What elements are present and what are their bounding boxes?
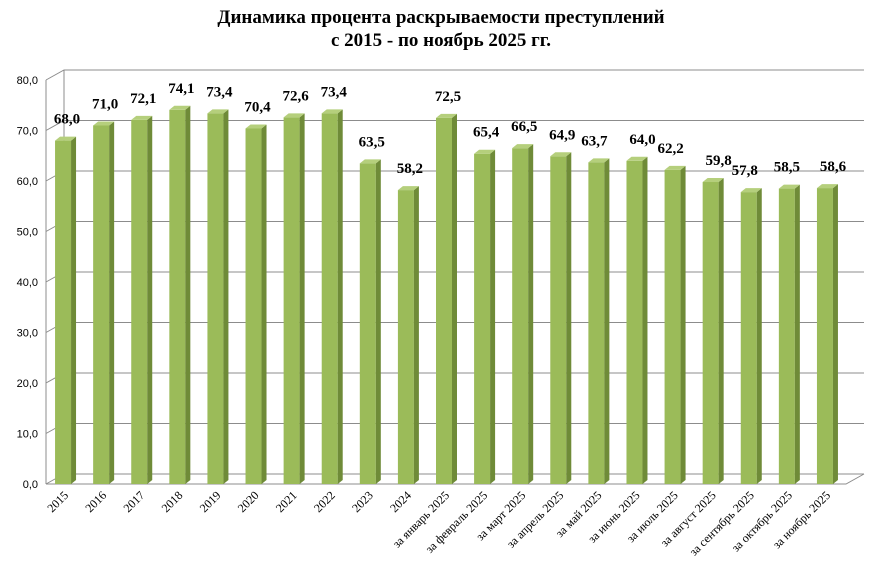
data-label: 72,6 xyxy=(282,88,309,104)
data-label: 57,8 xyxy=(732,163,758,179)
y-tick-label: 30,0 xyxy=(17,328,38,340)
bar xyxy=(55,136,77,484)
data-label: 73,4 xyxy=(321,84,348,100)
bar xyxy=(778,184,800,484)
data-label: 66,5 xyxy=(511,119,537,135)
bars xyxy=(55,105,838,485)
data-label: 62,2 xyxy=(657,141,683,157)
y-tick-label: 20,0 xyxy=(17,378,38,390)
chart-title-line-1: Динамика процента раскрываемости преступ… xyxy=(217,7,665,28)
data-label: 68,0 xyxy=(54,112,80,128)
bar xyxy=(588,158,610,484)
bar xyxy=(550,152,572,484)
data-label: 72,1 xyxy=(130,91,156,107)
data-label: 73,4 xyxy=(206,84,233,100)
y-tick-label: 0,0 xyxy=(23,479,38,491)
x-tick-label: 2019 xyxy=(197,488,224,515)
y-tick-label: 70,0 xyxy=(17,126,38,138)
bar xyxy=(207,109,229,484)
bar xyxy=(664,165,686,484)
x-tick-label: 2020 xyxy=(235,488,262,515)
bar xyxy=(626,156,648,485)
bar xyxy=(359,159,381,484)
x-axis-line xyxy=(46,473,865,485)
bar xyxy=(321,109,343,484)
bar xyxy=(816,184,838,484)
y-tick-label: 10,0 xyxy=(17,429,38,441)
bar xyxy=(702,178,724,484)
data-label: 71,0 xyxy=(92,96,118,112)
data-label: 63,7 xyxy=(581,133,608,149)
data-label: 58,6 xyxy=(820,159,847,175)
x-tick-label: 2015 xyxy=(44,488,71,515)
data-label: 58,5 xyxy=(774,160,800,176)
data-label: 72,5 xyxy=(435,89,461,105)
data-label: 59,8 xyxy=(706,153,732,169)
x-tick-label: 2016 xyxy=(82,488,109,515)
data-label: 64,9 xyxy=(549,127,575,143)
y-tick-label: 60,0 xyxy=(17,176,38,188)
bar xyxy=(397,186,419,484)
gridline xyxy=(45,69,864,81)
y-axis-ticks: 0,0 10,0 20,0 30,0 40,0 50,0 60,0 70,0 80,0 xyxy=(17,75,38,491)
data-label: 65,4 xyxy=(473,125,500,141)
bar xyxy=(169,105,191,485)
y-tick-label: 50,0 xyxy=(17,227,38,239)
data-label: 58,2 xyxy=(397,161,423,177)
x-tick-label: 2024 xyxy=(387,488,414,515)
x-tick-label: 2017 xyxy=(120,488,147,515)
x-tick-label: 2018 xyxy=(159,488,186,515)
bar xyxy=(740,188,762,485)
data-label: 70,4 xyxy=(244,99,271,115)
y-tick-label: 80,0 xyxy=(17,75,38,87)
chart-title: Динамика процента раскрываемости преступ… xyxy=(0,6,882,52)
y-tick-label: 40,0 xyxy=(17,277,38,289)
x-tick-label: 2023 xyxy=(349,488,376,515)
data-label: 64,0 xyxy=(629,132,655,148)
bar xyxy=(436,113,457,484)
bar xyxy=(245,124,267,485)
bar xyxy=(474,149,496,485)
bar xyxy=(283,113,305,485)
bar xyxy=(131,115,153,485)
bar xyxy=(93,121,115,484)
data-label: 74,1 xyxy=(168,81,194,97)
chart-title-line-2: с 2015 - по ноябрь 2025 гг. xyxy=(330,30,552,51)
x-tick-label: 2022 xyxy=(311,488,338,515)
bar xyxy=(512,144,534,485)
data-label: 63,5 xyxy=(359,134,385,150)
x-tick-label: 2021 xyxy=(273,488,300,515)
data-labels: 68,0 71,0 72,1 74,1 73,4 70,4 72,6 73,4 63,5 58,2… xyxy=(54,81,847,179)
x-axis-ticks: 2015 2016 2017 2018 2019 2020 2021 2022 2023 2024… xyxy=(44,488,833,558)
